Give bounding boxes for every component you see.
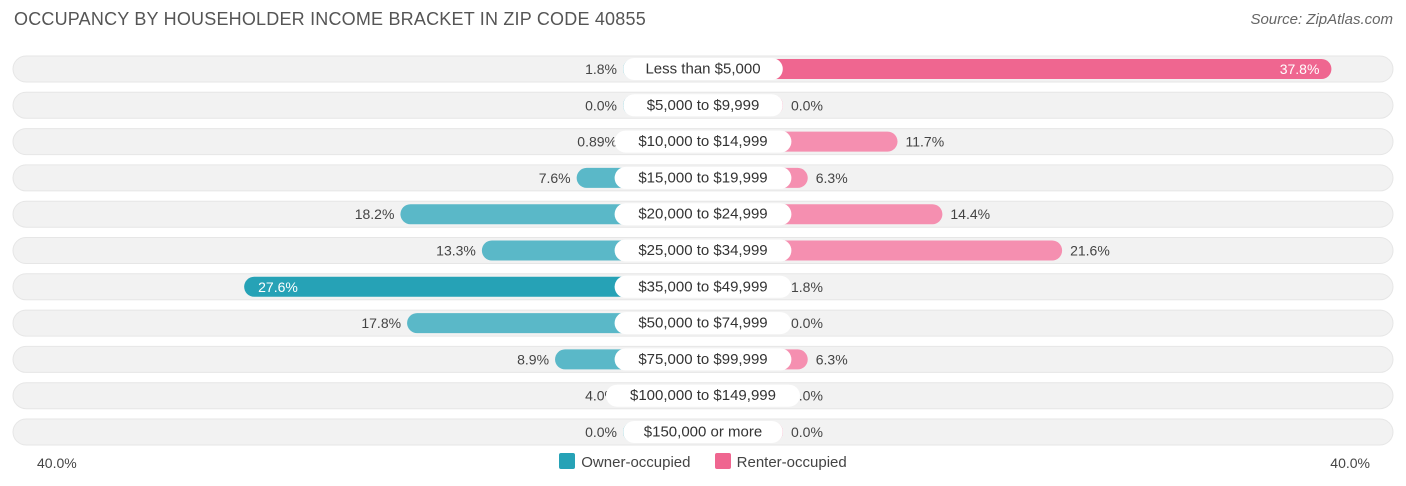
category-label: $15,000 to $19,999 — [638, 169, 767, 186]
renter-value-label: 11.7% — [906, 134, 945, 150]
category-pill — [614, 166, 792, 189]
owner-value-label: 17.8% — [361, 315, 401, 331]
renter-value-label: 6.3% — [816, 351, 848, 367]
source-note: Source: ZipAtlas.com — [1250, 11, 1393, 28]
category-pill — [614, 203, 792, 226]
category-label: $150,000 or more — [644, 424, 762, 441]
renter-value-label: 37.8% — [1280, 61, 1320, 77]
chart-title: OCCUPANCY BY HOUSEHOLDER INCOME BRACKET … — [14, 9, 646, 29]
category-pill — [614, 348, 792, 371]
axis-label-left: 40.0% — [37, 455, 77, 471]
category-pill — [614, 239, 792, 262]
category-label: $5,000 to $9,999 — [647, 97, 760, 114]
owner-value-label: 27.6% — [258, 279, 298, 295]
category-pill — [614, 275, 792, 298]
axis-label-right: 40.0% — [1330, 455, 1370, 471]
legend-item-renter: Renter-occupied — [714, 453, 847, 471]
renter-value-label: 21.6% — [1070, 243, 1110, 259]
renter-value-label: 6.3% — [816, 170, 848, 186]
legend-owner-label: Owner-occupied — [581, 454, 691, 471]
category-pill — [606, 384, 800, 407]
category-label: $75,000 to $99,999 — [638, 351, 767, 368]
owner-value-label: 18.2% — [355, 206, 395, 222]
renter-value-label: 0.0% — [791, 97, 823, 113]
category-label: $20,000 to $24,999 — [638, 206, 767, 223]
category-pill — [623, 421, 783, 443]
renter-value-label: 14.4% — [950, 206, 990, 222]
category-pill — [623, 58, 783, 80]
category-label: $50,000 to $74,999 — [638, 315, 767, 332]
owner-bar — [244, 276, 703, 297]
category-label: Less than $5,000 — [645, 61, 760, 78]
owner-value-label: 13.3% — [436, 243, 476, 259]
owner-value-label: 0.89% — [577, 134, 617, 150]
renter-swatch — [714, 453, 731, 469]
renter-bar — [703, 240, 1063, 261]
renter-value-label: 0.0% — [791, 424, 823, 440]
category-pill — [614, 312, 792, 335]
legend-renter-label: Renter-occupied — [736, 454, 847, 471]
legend: Owner-occupied Renter-occupied — [0, 453, 1406, 471]
category-label: $10,000 to $14,999 — [638, 133, 767, 150]
renter-value-label: 0.0% — [791, 315, 823, 331]
category-pill — [623, 94, 783, 117]
category-label: $100,000 to $149,999 — [630, 387, 776, 404]
category-label: $25,000 to $34,999 — [638, 242, 767, 259]
owner-value-label: 0.0% — [585, 424, 617, 440]
category-pill — [614, 130, 792, 153]
legend-item-owner: Owner-occupied — [559, 453, 690, 471]
owner-value-label: 1.8% — [585, 61, 617, 77]
owner-value-label: 7.6% — [539, 170, 571, 186]
category-label: $35,000 to $49,999 — [638, 278, 767, 295]
owner-value-label: 0.0% — [585, 97, 617, 113]
owner-swatch — [559, 453, 576, 469]
owner-value-label: 8.9% — [517, 351, 549, 367]
renter-bar — [703, 59, 1332, 79]
renter-value-label: 1.8% — [791, 279, 823, 295]
